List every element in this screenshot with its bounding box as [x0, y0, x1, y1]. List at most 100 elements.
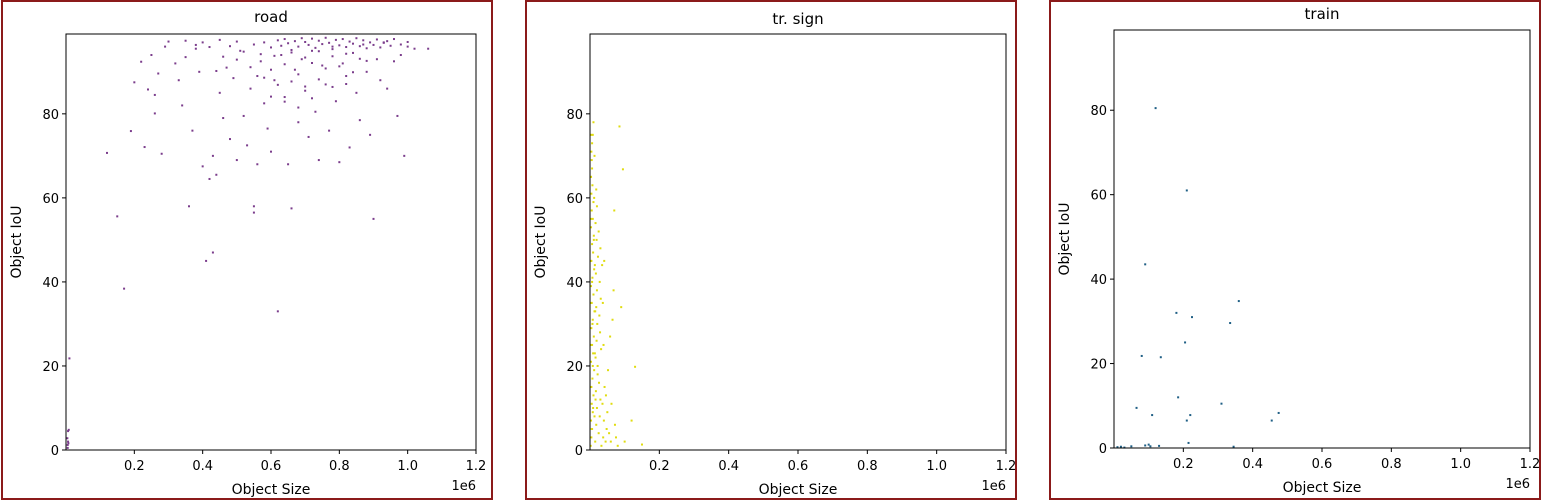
data-point [595, 339, 598, 342]
data-point [324, 67, 327, 70]
data-point [1191, 316, 1193, 319]
y-tick-label: 60 [1090, 189, 1107, 204]
data-point [215, 69, 218, 72]
data-point [593, 154, 596, 157]
data-point [140, 60, 143, 63]
data-point [273, 54, 276, 57]
data-point [595, 289, 598, 292]
data-point [157, 72, 160, 75]
data-point [594, 398, 597, 401]
data-point [598, 280, 601, 283]
data-point [177, 79, 180, 82]
data-point [591, 322, 594, 325]
data-point [287, 163, 290, 166]
data-point [1144, 263, 1147, 266]
data-point [389, 44, 392, 47]
data-point [358, 119, 361, 122]
y-axis-label: Object IoU [9, 206, 25, 279]
data-point [593, 268, 596, 271]
y-tick-label: 80 [1090, 104, 1107, 119]
data-point [341, 38, 344, 41]
data-point [276, 310, 279, 313]
data-point [595, 238, 598, 241]
data-point [592, 201, 595, 204]
data-point [287, 42, 290, 45]
data-point [608, 432, 611, 435]
data-point [153, 112, 156, 115]
data-point [590, 133, 593, 136]
data-point [590, 209, 593, 212]
data-point [1184, 341, 1187, 344]
data-point [338, 65, 341, 68]
data-point [290, 207, 293, 210]
data-point [593, 369, 596, 372]
data-point [603, 259, 606, 262]
data-point [184, 56, 187, 59]
data-point [123, 287, 126, 290]
data-point [1175, 311, 1178, 314]
y-tick-label: 60 [566, 192, 583, 207]
data-point [352, 51, 354, 54]
data-point [297, 106, 300, 109]
data-point [293, 68, 296, 71]
y-axis-label: Object IoU [1057, 203, 1073, 276]
data-point [386, 40, 389, 43]
data-point [591, 142, 594, 145]
data-point [331, 45, 334, 48]
data-point [304, 89, 307, 92]
y-tick-label: 80 [42, 108, 59, 123]
data-point [252, 211, 255, 214]
data-point [369, 133, 372, 136]
data-point [280, 44, 283, 47]
data-point [208, 46, 211, 49]
data-point [590, 159, 593, 162]
data-point [194, 47, 197, 50]
data-point [369, 41, 372, 44]
x-tick-label: 0.6 [1312, 457, 1333, 472]
data-point [345, 46, 348, 49]
data-point [218, 38, 221, 41]
y-tick-label: 60 [42, 192, 59, 207]
data-point [235, 40, 238, 43]
data-point [218, 91, 221, 94]
data-point [211, 251, 214, 254]
data-point [66, 437, 69, 440]
data-point [362, 39, 365, 42]
data-point [252, 43, 255, 46]
data-point [386, 87, 389, 90]
data-point [297, 121, 300, 124]
data-point [589, 444, 592, 447]
data-point [334, 38, 337, 41]
data-point [601, 301, 604, 304]
data-point [1158, 444, 1161, 447]
data-point [604, 394, 607, 397]
data-point [314, 110, 317, 113]
data-point [615, 436, 617, 439]
data-point [215, 173, 218, 176]
x-tick-label: 0.2 [649, 459, 670, 474]
data-point [362, 43, 365, 46]
data-point [396, 114, 399, 117]
data-point [611, 318, 614, 321]
chart-panel-road: road 0.2 0.4 0.6 0.8 1.0 1.2 0 20 40 60 80 1e6 Object… [1, 0, 493, 500]
data-point [630, 419, 633, 422]
data-point [393, 60, 395, 63]
data-point [66, 443, 69, 446]
data-point [590, 192, 593, 195]
data-point [188, 205, 190, 208]
data-point [198, 70, 201, 73]
data-point [222, 55, 225, 58]
chart-svg: tr. sign 0.2 0.4 0.6 0.8 1.0 1.2 0 20 40 60 80 1e6 Ob… [533, 10, 1016, 498]
data-point [283, 96, 286, 99]
data-point [592, 335, 595, 338]
data-point [591, 343, 594, 346]
x-tick-label: 0.6 [261, 459, 282, 474]
data-point [270, 95, 272, 98]
data-point [67, 430, 70, 433]
data-point [67, 442, 70, 445]
data-point [594, 356, 597, 359]
y-tick-label: 40 [566, 276, 583, 291]
y-tick-label: 20 [566, 360, 583, 375]
data-point [594, 390, 597, 393]
data-point [618, 125, 621, 128]
